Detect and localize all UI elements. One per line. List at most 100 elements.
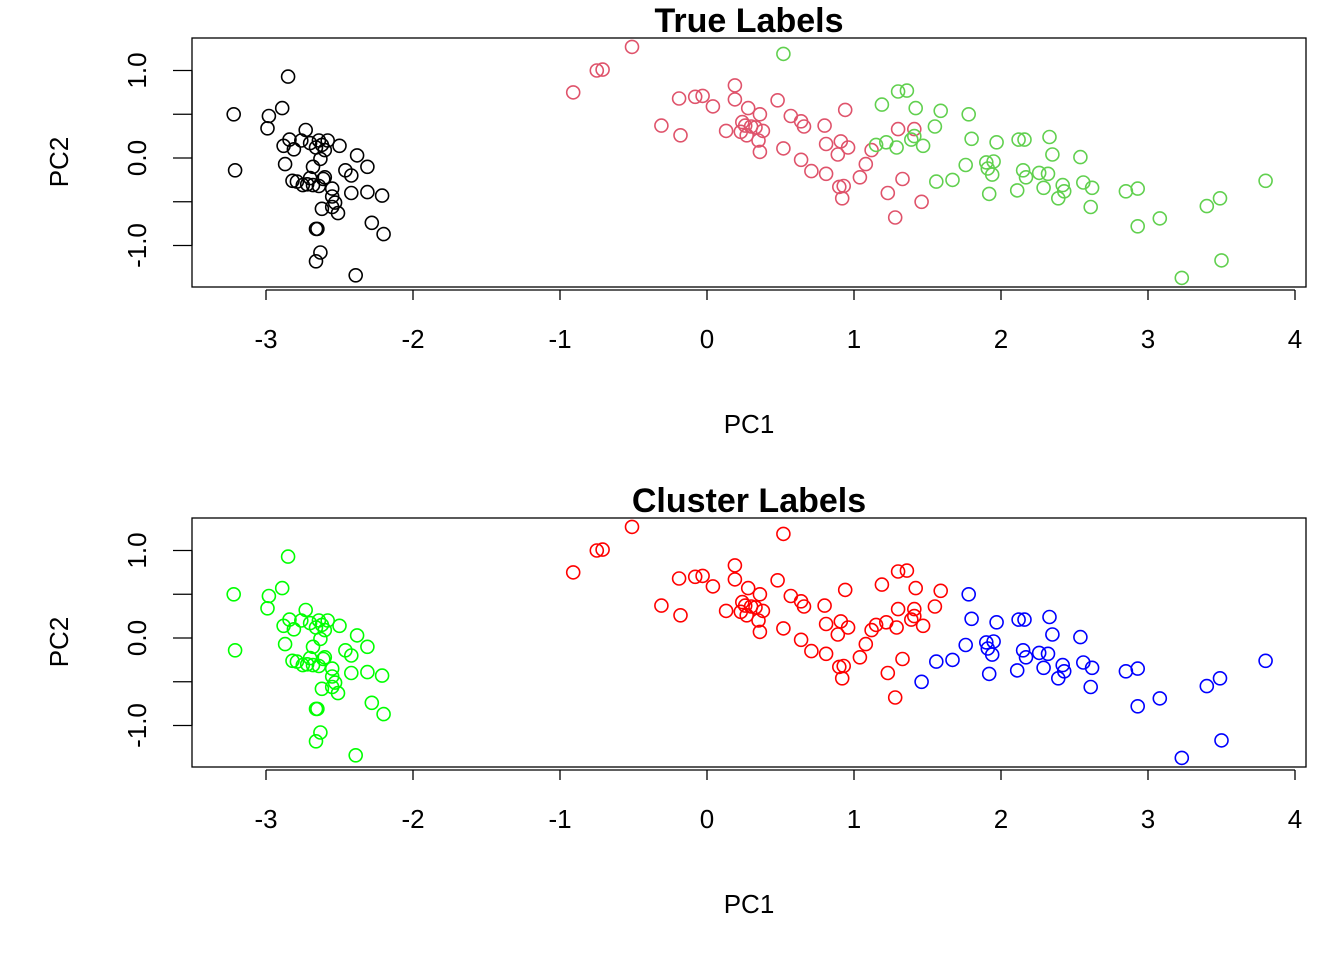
data-point	[687, 89, 703, 105]
data-point	[277, 636, 293, 652]
data-point	[1015, 163, 1031, 178]
data-point	[770, 572, 785, 588]
data-point	[836, 658, 852, 674]
data-point	[1130, 661, 1145, 676]
data-point	[298, 122, 314, 138]
data-point	[964, 131, 979, 147]
data-point	[906, 601, 922, 617]
x-axis-label: PC1	[724, 409, 775, 439]
data-point	[1040, 166, 1056, 182]
data-point	[673, 128, 688, 143]
data-point	[945, 172, 960, 188]
data-point	[1258, 653, 1273, 669]
data-point	[695, 568, 710, 584]
data-point	[308, 733, 324, 749]
data-point	[1036, 180, 1051, 196]
data-point	[899, 563, 915, 578]
data-point	[285, 653, 300, 669]
data-point	[818, 136, 834, 152]
x-tick-label: -2	[401, 804, 424, 834]
data-point	[285, 173, 300, 189]
data-point	[890, 84, 906, 99]
data-point	[313, 725, 328, 740]
data-point	[945, 652, 960, 668]
data-point	[317, 622, 333, 638]
data-point	[313, 151, 328, 167]
y-tick-label: 0.0	[122, 620, 152, 656]
data-point	[1011, 612, 1026, 627]
x-axis-label: PC1	[724, 889, 775, 919]
chart-title: Cluster Labels	[632, 482, 866, 520]
data-point	[343, 185, 359, 201]
data-point	[874, 577, 890, 592]
data-point	[260, 600, 275, 616]
data-point	[624, 39, 640, 55]
data-point	[914, 194, 929, 210]
data-point	[727, 92, 743, 107]
data-point	[1258, 173, 1273, 189]
x-tick-label: -1	[548, 324, 571, 354]
x-tick-label: 2	[994, 324, 1008, 354]
data-point	[1199, 198, 1215, 214]
data-point	[589, 543, 605, 558]
data-point	[343, 665, 359, 681]
data-point	[739, 607, 755, 623]
data-point	[286, 142, 302, 157]
data-point	[818, 646, 834, 662]
data-point	[1073, 629, 1088, 645]
data-point	[889, 140, 904, 155]
data-point	[776, 141, 791, 156]
data-point	[315, 171, 331, 187]
data-point	[305, 639, 321, 655]
data-point	[887, 210, 903, 225]
data-point	[737, 118, 753, 133]
data-point	[376, 706, 391, 722]
data-point	[360, 664, 375, 680]
data-point	[752, 107, 768, 122]
data-point	[751, 613, 766, 628]
data-point	[1212, 191, 1228, 206]
data-point	[986, 634, 1001, 649]
data-point	[311, 178, 327, 194]
data-point	[332, 138, 347, 154]
data-point	[313, 245, 328, 260]
data-point	[852, 170, 868, 185]
data-point	[1018, 170, 1034, 185]
y-axis: 1.0 0.0 -1.0	[122, 52, 193, 268]
data-point	[1031, 645, 1047, 661]
x-axis: -3 -2 -1 0 1 2 3 4	[254, 289, 1302, 354]
data-point	[1009, 183, 1025, 198]
data-point	[1045, 147, 1060, 162]
data-point	[739, 128, 755, 143]
data-point	[981, 186, 997, 202]
data-point	[836, 178, 852, 194]
data-point	[740, 100, 756, 116]
data-point	[313, 631, 328, 647]
data-point	[349, 628, 365, 643]
x-tick-label: 4	[1288, 324, 1302, 354]
data-point	[315, 651, 331, 667]
data-point	[227, 163, 243, 178]
data-point	[981, 666, 997, 682]
data-point	[348, 747, 364, 763]
y-tick-label: -1.0	[122, 703, 152, 748]
data-point	[964, 611, 979, 627]
data-point	[1073, 149, 1088, 165]
data-point	[565, 565, 581, 580]
data-point	[818, 616, 834, 632]
data-point	[360, 184, 375, 200]
data-point	[817, 598, 832, 613]
data-point	[915, 618, 931, 634]
data-point	[705, 579, 721, 594]
data-point	[914, 674, 929, 690]
data-point	[376, 226, 391, 242]
data-point	[364, 695, 380, 711]
data-point	[673, 607, 688, 623]
data-point	[374, 668, 390, 683]
data-point	[227, 642, 243, 658]
data-point	[864, 142, 879, 158]
data-point	[624, 519, 640, 535]
data-point	[330, 205, 346, 221]
data-point	[1174, 270, 1190, 286]
